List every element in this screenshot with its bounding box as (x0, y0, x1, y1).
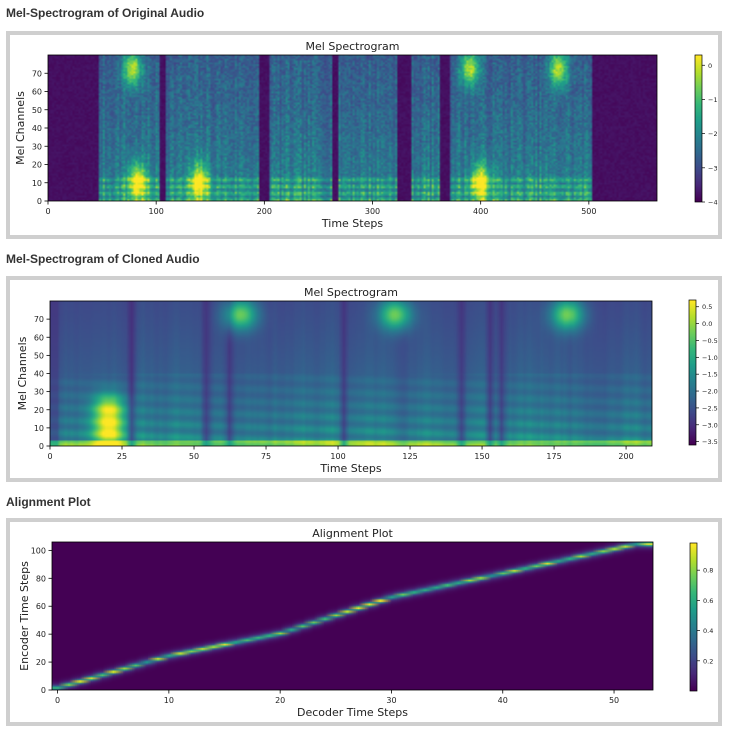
colorbar-tick-label: 0 (708, 62, 712, 70)
y-tick-label: 10 (32, 179, 42, 188)
x-tick-label: 400 (473, 207, 488, 216)
chart-title: Mel Spectrogram (304, 286, 398, 299)
x-tick-label: 200 (618, 452, 633, 461)
y-tick-label: 70 (34, 315, 44, 324)
section-title-cloned: Mel-Spectrogram of Cloned Audio (6, 252, 200, 266)
colorbar-tick-label: 0.6 (703, 597, 713, 605)
colorbar-frame (694, 54, 703, 203)
chart-title: Alignment Plot (312, 527, 393, 540)
colorbar-gradient (690, 543, 697, 691)
x-tick-label: 25 (117, 452, 127, 461)
y-tick-label: 0 (41, 686, 46, 695)
y-axis-label: Encoder Time Steps (18, 561, 31, 671)
x-tick-label: 150 (474, 452, 489, 461)
x-tick-label: 0 (45, 207, 50, 216)
x-tick-label: 30 (386, 696, 396, 705)
colorbar-tick-label: −2 (708, 130, 718, 138)
colorbar-tick-label: −3 (708, 164, 718, 172)
y-axis-label: Mel Channels (16, 336, 29, 410)
colorbar-tick-label: 0.5 (702, 303, 712, 311)
y-tick-label: 10 (34, 424, 44, 433)
heatmap-image (50, 301, 652, 446)
colorbar-gradient (695, 55, 702, 202)
y-tick-label: 60 (34, 333, 44, 342)
y-tick-label: 20 (34, 406, 44, 415)
x-axis-label: Time Steps (319, 462, 381, 475)
colorbar-tick-label: −3.0 (702, 421, 718, 429)
colorbar-tick-label: 0.4 (703, 627, 713, 635)
x-axis-label: Time Steps (321, 217, 383, 230)
x-tick-label: 200 (257, 207, 272, 216)
x-tick-label: 175 (546, 452, 561, 461)
x-tick-label: 100 (330, 452, 345, 461)
y-tick-label: 20 (32, 161, 42, 170)
panel-cloned-mel: Mel Spectrogram Time Steps Mel Channels 0 25… (6, 276, 722, 482)
x-tick-label: 125 (402, 452, 417, 461)
colorbar-tick-label: −4 (708, 199, 718, 207)
x-tick-label: 20 (275, 696, 285, 705)
panel-original-mel: Mel Spectrogram Time Steps Mel Channels 0 10… (6, 31, 722, 239)
y-tick-label: 50 (34, 351, 44, 360)
y-tick-label: 100 (31, 546, 46, 555)
colorbar-frame (688, 299, 697, 446)
chart-original-mel: Mel Spectrogram Time Steps Mel Channels 0 10… (14, 40, 718, 230)
y-tick-label: 50 (32, 106, 42, 115)
colorbar-tick-label: 0.8 (703, 567, 713, 575)
section-title-alignment: Alignment Plot (6, 495, 91, 509)
x-tick-label: 75 (261, 452, 271, 461)
y-tick-label: 60 (32, 88, 42, 97)
colorbar-tick-label: −2.0 (702, 388, 718, 396)
chart-cloned-mel: Mel Spectrogram Time Steps Mel Channels 0 25… (16, 286, 718, 475)
heatmap-image (48, 55, 657, 201)
plot-frame (51, 541, 654, 691)
colorbar-frame (689, 542, 698, 692)
colorbar-tick-label: 0.0 (702, 320, 712, 328)
x-tick-label: 50 (609, 696, 619, 705)
colorbar-tick-label: −1 (708, 96, 718, 104)
colorbar-tick-label: −1.5 (702, 371, 718, 379)
x-tick-label: 300 (365, 207, 380, 216)
x-axis-label: Decoder Time Steps (297, 706, 408, 719)
y-tick-label: 80 (36, 574, 46, 583)
chart-title: Mel Spectrogram (306, 40, 400, 53)
section-title-original: Mel-Spectrogram of Original Audio (6, 6, 205, 20)
colorbar-tick-label: −3.5 (702, 438, 718, 446)
x-tick-label: 40 (498, 696, 508, 705)
y-tick-label: 40 (32, 124, 42, 133)
y-tick-label: 30 (34, 388, 44, 397)
panel-alignment: Alignment Plot Decoder Time Steps Encoder … (6, 518, 722, 726)
y-tick-label: 40 (34, 370, 44, 379)
x-tick-label: 10 (164, 696, 174, 705)
y-tick-label: 0 (39, 442, 44, 451)
y-tick-label: 0 (37, 197, 42, 206)
x-tick-label: 0 (55, 696, 60, 705)
colorbar-tick-label: 0.2 (703, 657, 713, 665)
colorbar-tick-label: −1.0 (702, 354, 718, 362)
x-tick-label: 50 (189, 452, 199, 461)
colorbar-tick-label: −0.5 (702, 337, 718, 345)
y-tick-label: 60 (36, 602, 46, 611)
colorbar-gradient (689, 300, 696, 445)
x-tick-label: 100 (149, 207, 164, 216)
y-axis-label: Mel Channels (14, 91, 27, 165)
heatmap-image (52, 542, 653, 690)
y-tick-label: 70 (32, 69, 42, 78)
y-tick-label: 30 (32, 142, 42, 151)
y-tick-label: 40 (36, 630, 46, 639)
colorbar-tick-label: −2.5 (702, 404, 718, 412)
x-tick-label: 0 (47, 452, 52, 461)
chart-alignment: Alignment Plot Decoder Time Steps Encoder … (18, 527, 713, 719)
x-tick-label: 500 (581, 207, 596, 216)
y-tick-label: 20 (36, 658, 46, 667)
